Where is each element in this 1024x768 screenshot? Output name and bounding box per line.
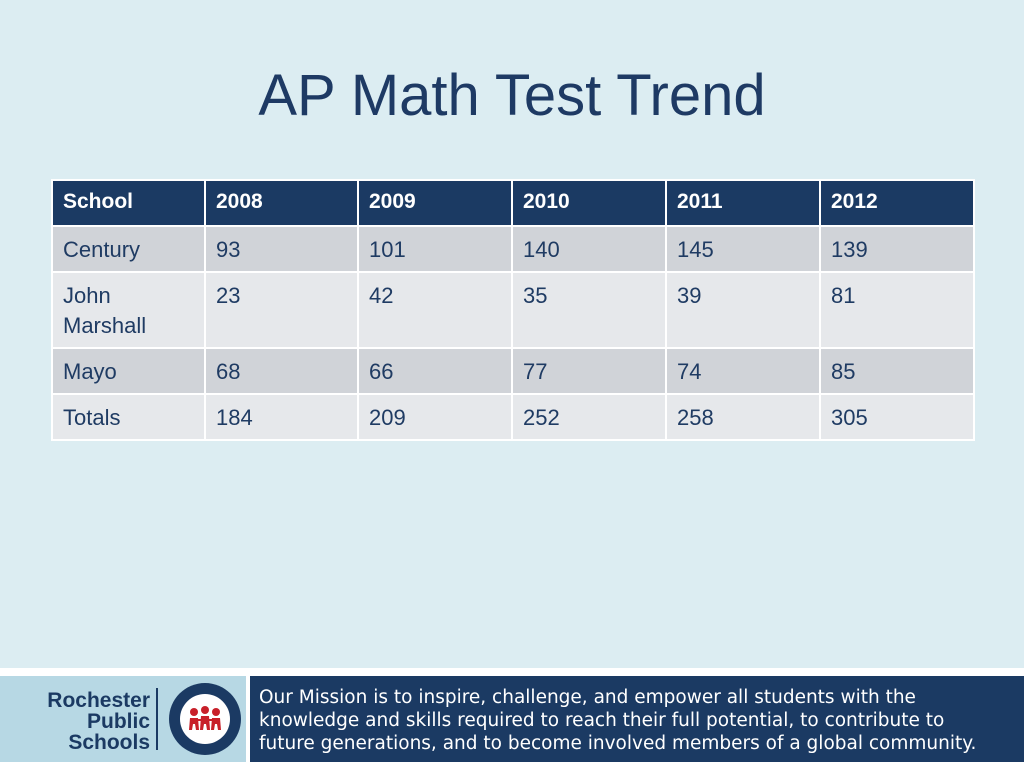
mission-line-1: Our Mission is to inspire, challenge, an… [259,687,916,708]
logo-divider [156,688,158,750]
table-cell: 77 [511,347,667,395]
table-cell: Totals [51,393,206,441]
footer-divider [0,668,1024,676]
header-cell-2011: 2011 [665,179,821,227]
header-cell-2012: 2012 [819,179,975,227]
table-cell: 35 [511,271,667,349]
table-row: John Marshall 23 42 35 39 81 [51,271,975,349]
table-cell: 184 [204,393,359,441]
header-cell-2008: 2008 [204,179,359,227]
mission-line-3: future generations, and to become involv… [259,733,977,754]
table-cell: 66 [357,347,513,395]
mission-statement: Our Mission is to inspire, challenge, an… [259,686,1019,755]
table-cell: Century [51,225,206,273]
table-row: Mayo 68 66 77 74 85 [51,347,975,395]
table-cell: 68 [204,347,359,395]
table-cell: 74 [665,347,821,395]
table-cell: 101 [357,225,513,273]
table-cell: 209 [357,393,513,441]
table-cell: 258 [665,393,821,441]
table-cell: 85 [819,347,975,395]
logo-line-2: Public [86,710,150,733]
district-seal-icon [169,683,241,755]
table-cell: 39 [665,271,821,349]
district-logo: Rochester Public Schools [0,676,246,762]
slide-title: AP Math Test Trend [258,63,766,128]
table-cell: 42 [357,271,513,349]
table-cell: 23 [204,271,359,349]
table-cell: 140 [511,225,667,273]
table-cell: John Marshall [51,271,206,349]
table-cell: 145 [665,225,821,273]
header-cell-2009: 2009 [357,179,513,227]
header-cell-2010: 2010 [511,179,667,227]
table-cell: 305 [819,393,975,441]
mission-line-2: knowledge and skills required to reach t… [259,710,945,731]
footer: Rochester Public Schools Our Mission [0,676,1024,768]
logo-line-1: Rochester [47,689,150,712]
table-header-row: School 2008 2009 2010 2011 2012 [51,179,975,227]
table-cell: Mayo [51,347,206,395]
table-row: Century 93 101 140 145 139 [51,225,975,273]
mission-statement-panel: Our Mission is to inspire, challenge, an… [250,676,1024,762]
data-table: School 2008 2009 2010 2011 2012 Century … [51,179,975,441]
table-cell: 252 [511,393,667,441]
table-cell: 93 [204,225,359,273]
logo-wordmark: Rochester Public Schools [18,690,150,753]
table-row: Totals 184 209 252 258 305 [51,393,975,441]
table-cell: 81 [819,271,975,349]
header-cell-school: School [51,179,206,227]
logo-line-3: Schools [68,731,150,754]
table-cell: 139 [819,225,975,273]
